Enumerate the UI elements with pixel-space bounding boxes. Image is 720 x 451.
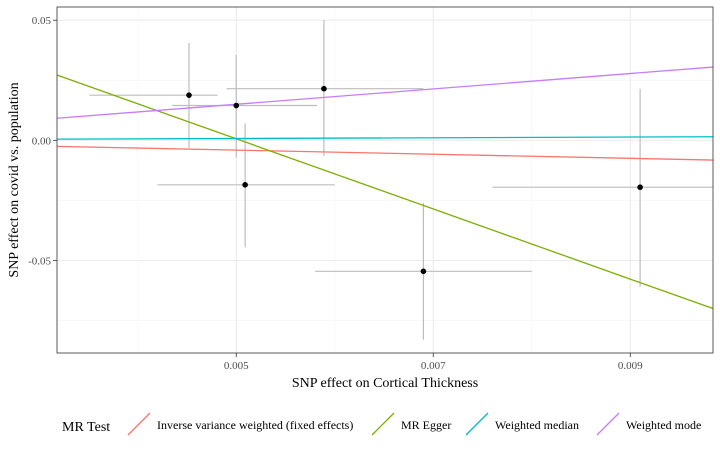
y-axis-title: SNP effect on covid vs. population [7, 82, 22, 277]
panel-border [56, 6, 714, 354]
legend-title: MR Test [62, 420, 110, 435]
legend-key-0 [127, 412, 151, 436]
point-3 [321, 85, 327, 92]
x-axis-title: SNP effect on Cortical Thickness [292, 376, 478, 391]
y-tick-label: 0.00 [32, 135, 52, 147]
legend: MR Test Inverse variance weighted (fixed… [62, 412, 701, 436]
x-axis-ticks: 0.005 0.007 0.009 [224, 353, 643, 372]
line-3 [56, 66, 714, 119]
legend-label-1: MR Egger [401, 418, 451, 432]
legend-key-2 [465, 412, 489, 436]
legend-label-2: Weighted median [495, 418, 579, 432]
x-tick-label: 0.009 [618, 360, 643, 372]
regression-lines [56, 66, 714, 310]
y-tick-label: 0.05 [32, 15, 52, 27]
legend-key-3 [596, 412, 620, 436]
major-gridlines [57, 7, 713, 353]
y-axis-ticks: -0.05 0.00 0.05 [28, 15, 57, 267]
legend-label-3: Weighted mode [626, 418, 701, 432]
y-tick-label: -0.05 [28, 255, 51, 267]
point-4 [420, 268, 427, 275]
legend-key-1 [371, 412, 395, 436]
x-tick-label: 0.007 [421, 360, 446, 372]
line-1 [56, 74, 714, 310]
point-1 [233, 102, 240, 109]
point-2 [242, 182, 248, 188]
minor-gridlines [57, 7, 713, 353]
x-tick-label: 0.005 [224, 360, 249, 372]
error-bars [89, 20, 713, 340]
data-points [186, 85, 643, 275]
point-5 [637, 184, 643, 191]
line-2 [56, 136, 714, 140]
point-0 [186, 92, 192, 98]
line-0 [56, 145, 714, 161]
legend-label-0: Inverse variance weighted (fixed effects… [157, 418, 353, 432]
